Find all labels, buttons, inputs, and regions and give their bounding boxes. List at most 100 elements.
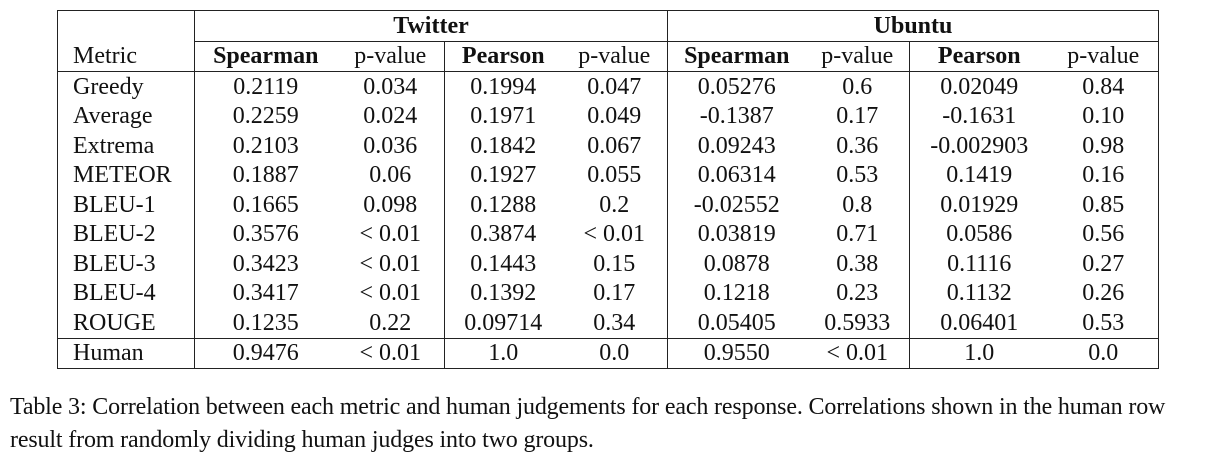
value-cell: 0.9476 xyxy=(194,337,337,369)
value-cell: 0.1392 xyxy=(444,278,562,308)
value-cell: 0.02049 xyxy=(909,71,1049,102)
value-cell: 0.36 xyxy=(836,132,879,159)
table-row: Extrema 0.2103 0.036 0.1842 0.067 0.09243 0.36… xyxy=(57,131,1159,161)
value-cell: 0.2 xyxy=(599,191,630,218)
value-cell: 0.34 xyxy=(593,309,636,336)
value-cell: 0.53 xyxy=(836,162,879,189)
value-cell: 0.1927 xyxy=(444,160,562,190)
table-body: Greedy 0.2119 0.034 0.1994 0.047 0.05276 0.6 0.… xyxy=(57,71,1159,369)
group-header-twitter: Twitter xyxy=(194,10,668,42)
value-cell: 0.53 xyxy=(1048,308,1159,338)
value-cell: 1.0 xyxy=(444,337,562,369)
value-cell: 0.09714 xyxy=(444,308,562,338)
table-row: Average 0.2259 0.024 0.1971 0.049 -0.1387 0.17… xyxy=(57,101,1159,131)
value-cell: 0.8 xyxy=(842,191,873,218)
value-cell: 0.3874 xyxy=(444,219,562,249)
value-cell: -0.1631 xyxy=(909,101,1049,131)
results-table-container: Twitter Ubuntu Metric Spearman p-value P… xyxy=(57,10,1159,369)
value-cell: 0.3576 xyxy=(194,219,337,249)
value-cell: 0.71 xyxy=(836,221,879,248)
value-cell: 0.09243 xyxy=(667,131,806,161)
value-cell: 0.1218 xyxy=(667,278,806,308)
value-cell: 0.098 xyxy=(363,191,418,218)
value-cell: 0.1842 xyxy=(444,131,562,161)
metric-cell: Extrema xyxy=(57,131,195,161)
value-cell: 0.1887 xyxy=(194,160,337,190)
column-header-ubuntu-pearson: Pearson xyxy=(909,41,1049,72)
value-cell: 0.06401 xyxy=(909,308,1049,338)
value-cell: 0.1132 xyxy=(909,278,1049,308)
correlation-table: Twitter Ubuntu Metric Spearman p-value P… xyxy=(57,10,1159,369)
table-row: BLEU-4 0.3417 < 0.01 0.1392 0.17 0.1218 0.23 0.… xyxy=(57,278,1159,308)
value-cell: 0.85 xyxy=(1048,190,1159,220)
value-cell: 0.0 xyxy=(561,337,668,369)
value-cell: 0.06 xyxy=(369,162,412,189)
value-cell: 0.27 xyxy=(1048,249,1159,279)
value-cell: < 0.01 xyxy=(359,250,422,277)
value-cell: 0.2103 xyxy=(194,131,337,161)
value-cell: 0.23 xyxy=(836,280,879,307)
value-cell: 0.055 xyxy=(587,162,642,189)
value-cell: 0.9550 xyxy=(667,337,806,369)
value-cell: 0.38 xyxy=(836,250,879,277)
metric-cell: Greedy xyxy=(57,71,195,102)
column-header-twitter-pearson: Pearson xyxy=(444,41,562,72)
value-cell: 0.10 xyxy=(1048,101,1159,131)
value-cell: 0.01929 xyxy=(909,190,1049,220)
value-cell: -0.1387 xyxy=(667,101,806,131)
value-cell: 0.06314 xyxy=(667,160,806,190)
column-header-ubuntu-spearman: Spearman xyxy=(667,41,806,72)
value-cell: 0.067 xyxy=(587,132,642,159)
value-cell: 0.1994 xyxy=(444,71,562,102)
column-header-twitter-spearman: Spearman xyxy=(194,41,337,72)
column-header-ubuntu-spearman-pvalue: p-value xyxy=(821,43,894,70)
metric-cell: METEOR xyxy=(57,160,195,190)
value-cell: 0.024 xyxy=(363,103,418,130)
value-cell: 1.0 xyxy=(909,337,1049,369)
value-cell: 0.1971 xyxy=(444,101,562,131)
group-header-ubuntu: Ubuntu xyxy=(667,10,1159,42)
value-cell: 0.15 xyxy=(593,250,636,277)
value-cell: 0.036 xyxy=(363,132,418,159)
value-cell: 0.2259 xyxy=(194,101,337,131)
value-cell: 0.17 xyxy=(836,103,879,130)
value-cell: 0.1116 xyxy=(909,249,1049,279)
value-cell: 0.047 xyxy=(561,71,668,102)
metric-cell: Average xyxy=(57,101,195,131)
value-cell: 0.1443 xyxy=(444,249,562,279)
metric-cell: BLEU-3 xyxy=(57,249,195,279)
value-cell: < 0.01 xyxy=(336,337,445,369)
value-cell: 0.56 xyxy=(1048,219,1159,249)
value-cell: < 0.01 xyxy=(805,337,910,369)
metric-cell: ROUGE xyxy=(57,308,195,338)
value-cell: 0.0586 xyxy=(909,219,1049,249)
metric-cell: BLEU-2 xyxy=(57,219,195,249)
table-row: METEOR 0.1887 0.06 0.1927 0.055 0.06314 0.53 0.… xyxy=(57,160,1159,190)
table-row: Greedy 0.2119 0.034 0.1994 0.047 0.05276 0.6 0.… xyxy=(57,71,1159,102)
table-row: BLEU-1 0.1665 0.098 0.1288 0.2 -0.02552 0.8 0.0… xyxy=(57,190,1159,220)
value-cell: -0.002903 xyxy=(909,131,1049,161)
value-cell: < 0.01 xyxy=(359,221,422,248)
column-header-twitter-spearman-pvalue: p-value xyxy=(354,43,427,70)
value-cell: 0.22 xyxy=(369,309,412,336)
column-header-row: Metric Spearman p-value Pearson p-value … xyxy=(57,41,1159,72)
value-cell: 0.3423 xyxy=(194,249,337,279)
column-header-metric: Metric xyxy=(57,41,195,72)
value-cell: 0.049 xyxy=(587,103,642,130)
metric-cell: Human xyxy=(57,337,195,369)
column-header-twitter-pearson-pvalue: p-value xyxy=(578,43,651,70)
value-cell: 0.3417 xyxy=(194,278,337,308)
value-cell: 0.05276 xyxy=(667,71,806,102)
value-cell: 0.16 xyxy=(1048,160,1159,190)
metric-cell: BLEU-1 xyxy=(57,190,195,220)
table-row: BLEU-2 0.3576 < 0.01 0.3874 < 0.01 0.03819 0.7… xyxy=(57,219,1159,249)
value-cell: < 0.01 xyxy=(359,280,422,307)
metric-cell: BLEU-4 xyxy=(57,278,195,308)
column-header-ubuntu-pearson-pvalue: p-value xyxy=(1048,41,1159,72)
table-row: BLEU-3 0.3423 < 0.01 0.1443 0.15 0.0878 0.38 0.… xyxy=(57,249,1159,279)
value-cell: 0.1235 xyxy=(194,308,337,338)
empty-corner-cell xyxy=(57,10,195,41)
value-cell: 0.0878 xyxy=(667,249,806,279)
value-cell: 0.034 xyxy=(336,71,445,102)
value-cell: 0.05405 xyxy=(667,308,806,338)
